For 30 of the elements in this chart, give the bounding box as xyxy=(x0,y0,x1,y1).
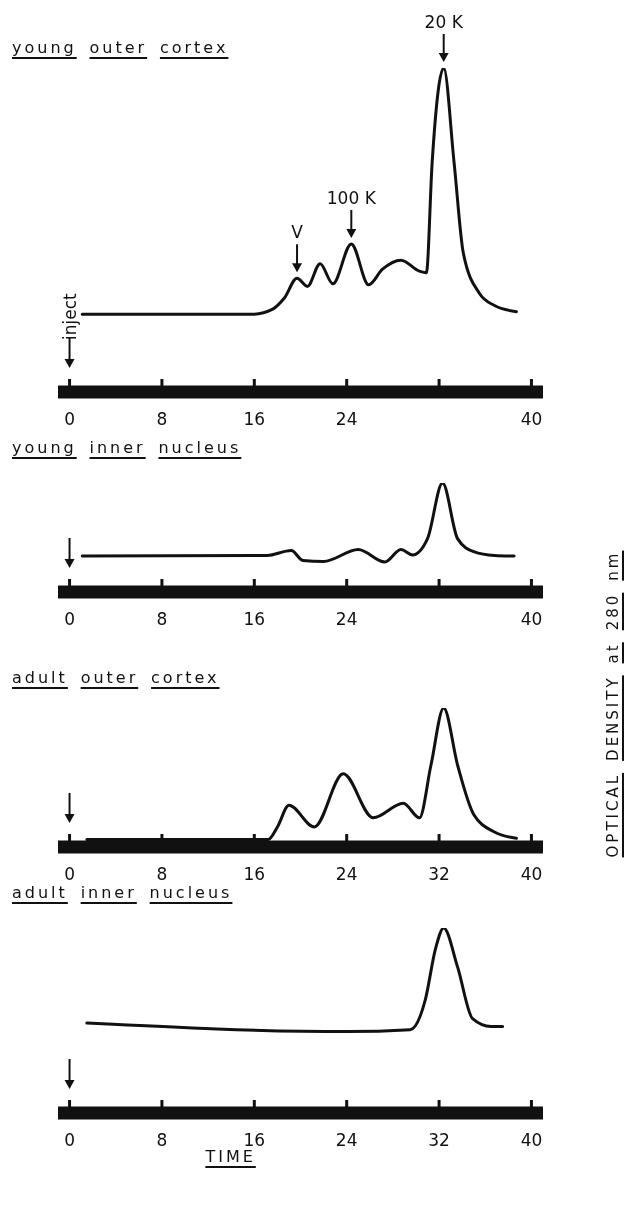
x-tick-label: 24 xyxy=(335,409,358,430)
annotation: V xyxy=(291,222,304,243)
chart-title: young outer cortex xyxy=(12,38,229,57)
x-tick-label: 24 xyxy=(335,609,358,630)
x-tick-label: 40 xyxy=(520,864,543,885)
x-tick-label: 8 xyxy=(156,409,168,430)
x-tick-label: 40 xyxy=(520,609,543,630)
x-tick-label: 16 xyxy=(243,864,266,885)
x-tick-label: 0 xyxy=(64,1130,75,1151)
x-tick-label: 16 xyxy=(243,409,266,430)
x-tick-label: 0 xyxy=(64,609,75,630)
chart-title: adult outer cortex xyxy=(12,668,220,687)
y-axis-title: OPTICAL DENSITY at 280 nm xyxy=(604,550,622,858)
x-tick-label: 8 xyxy=(156,1130,168,1151)
annotation: 20 K xyxy=(424,12,464,32)
x-tick-label: 8 xyxy=(156,609,168,630)
x-tick-label: 32 xyxy=(428,864,450,885)
x-tick-label: 24 xyxy=(335,1130,358,1151)
x-tick-label: 24 xyxy=(335,864,358,885)
chart-title: adult inner nucleus xyxy=(12,883,233,902)
annotation: 100 K xyxy=(326,187,377,208)
x-tick-label: 32 xyxy=(428,1130,450,1151)
x-tick-label: 0 xyxy=(64,409,75,430)
x-tick-label: 40 xyxy=(520,1130,543,1151)
x-tick-label: 8 xyxy=(156,864,168,885)
x-tick-label: 40 xyxy=(520,409,543,430)
chart-title: young inner nucleus xyxy=(12,438,242,457)
annotation: inject xyxy=(59,292,80,340)
x-tick-label: 0 xyxy=(64,864,75,885)
x-tick-label: 16 xyxy=(243,609,266,630)
